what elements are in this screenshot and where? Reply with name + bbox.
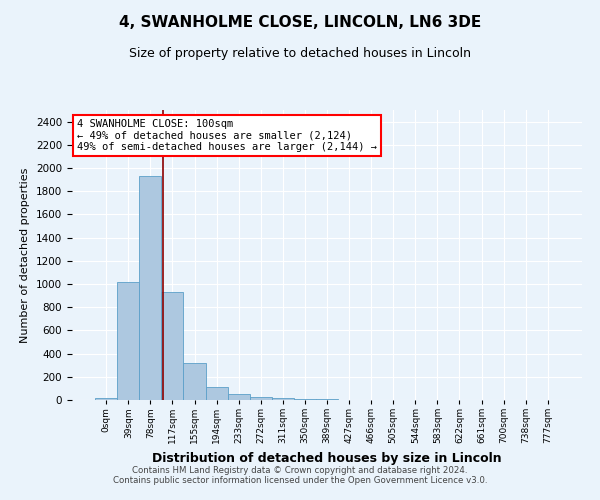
Bar [227,394,250,400]
Text: Contains HM Land Registry data © Crown copyright and database right 2024.
Contai: Contains HM Land Registry data © Crown c… [113,466,487,485]
Bar [117,282,139,400]
Bar [161,292,184,400]
Text: 4, SWANHOLME CLOSE, LINCOLN, LN6 3DE: 4, SWANHOLME CLOSE, LINCOLN, LN6 3DE [119,15,481,30]
Text: Size of property relative to detached houses in Lincoln: Size of property relative to detached ho… [129,48,471,60]
Bar [206,386,227,400]
Bar [139,176,161,400]
Bar [294,399,316,400]
Bar [184,363,206,400]
Bar [250,397,272,400]
Bar [316,399,338,400]
X-axis label: Distribution of detached houses by size in Lincoln: Distribution of detached houses by size … [152,452,502,464]
Bar [272,398,294,400]
Y-axis label: Number of detached properties: Number of detached properties [20,168,31,342]
Text: 4 SWANHOLME CLOSE: 100sqm
← 49% of detached houses are smaller (2,124)
49% of se: 4 SWANHOLME CLOSE: 100sqm ← 49% of detac… [77,118,377,152]
Bar [95,398,117,400]
